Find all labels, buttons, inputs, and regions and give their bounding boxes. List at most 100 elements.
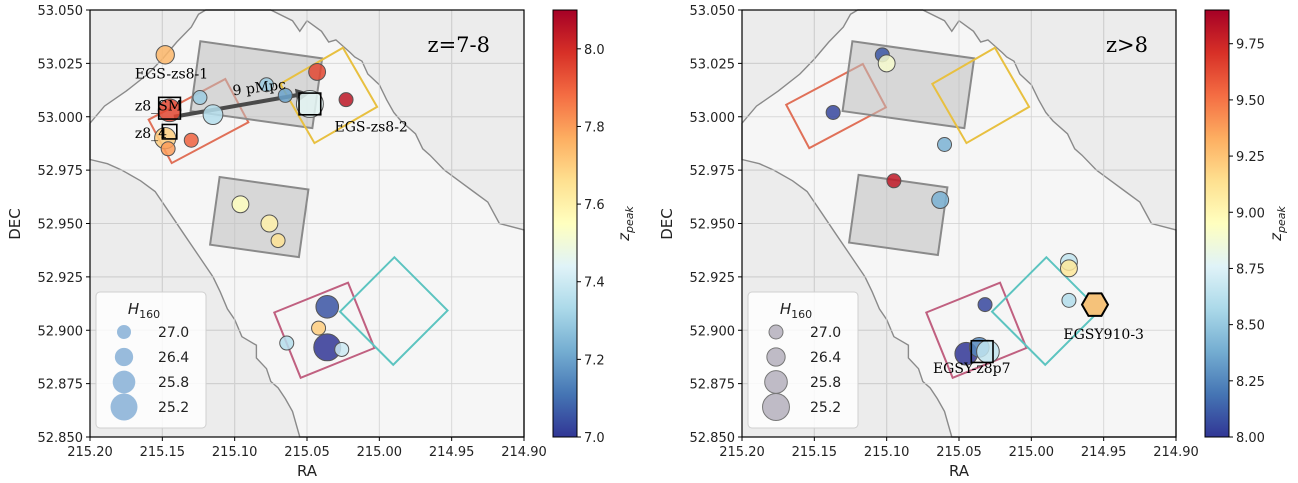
colorbar-tick-label: 7.4 (584, 276, 605, 291)
field-gray-top (841, 40, 976, 130)
colorbar-tick-label: 7.6 (584, 198, 605, 213)
data-point (976, 339, 1000, 364)
data-point (279, 335, 295, 351)
field-cyan (338, 255, 449, 367)
highlight-box (298, 92, 322, 116)
legend-marker (766, 347, 786, 367)
x-tick-label: 215.10 (212, 445, 258, 460)
highlight-box (161, 123, 178, 140)
legend-marker (768, 324, 784, 340)
fields-right (741, 9, 1177, 438)
hexagon-marker (1080, 292, 1110, 317)
y-tick-label: 52.850 (38, 431, 84, 446)
colorbar-label-main: z (615, 232, 633, 242)
data-point (308, 62, 327, 81)
highlight-box (157, 96, 182, 120)
legend-right: H160 27.0 26.4 25.8 25.2 (747, 291, 859, 429)
x-tick-label: 214.90 (501, 445, 547, 460)
legend-entry-label: 26.4 (810, 350, 841, 366)
y-ticks-right: 52.850 52.875 52.900 52.925 52.950 52.975 53.0… (690, 4, 742, 446)
data-point (315, 294, 340, 319)
colorbar-tick-label: 8.00 (1236, 431, 1265, 446)
colorbar-tick-label: 9.75 (1236, 38, 1265, 53)
data-point (155, 45, 175, 65)
colorbar-right: 8.00 8.25 8.50 8.75 9.00 9.25 9.50 9.75 zpeak (1204, 9, 1288, 446)
legend-title-main: H (780, 300, 791, 318)
x-tick-label: 215.00 (357, 445, 403, 460)
data-point (270, 233, 286, 249)
y-tick-label: 52.850 (690, 431, 736, 446)
colorbar-tick-label: 9.00 (1236, 206, 1265, 221)
y-tick-label: 53.000 (690, 111, 736, 126)
legend-title: H160 (780, 300, 812, 321)
data-point (937, 137, 953, 153)
x-tick-label: 215.20 (67, 445, 113, 460)
data-point (277, 87, 293, 103)
colorbar-tick-label: 9.50 (1236, 94, 1265, 109)
labels-left: EGS-zs8-1 z8_SM z8_4 9 pMpc EGS-zs8-2 (135, 66, 408, 142)
highlight-box (970, 339, 994, 364)
x-axis-label-right: RA (949, 462, 970, 480)
y-tick-label: 53.050 (38, 4, 84, 19)
hexagon-egsy910-3 (1080, 292, 1110, 317)
x-tick-label: 214.95 (1081, 445, 1127, 460)
y-tick-label: 53.025 (38, 57, 84, 72)
colorbar-label: zpeak (1267, 206, 1288, 242)
data-point (295, 89, 324, 118)
data-point (338, 92, 354, 108)
y-tick-label: 52.925 (690, 271, 736, 286)
legend-marker (110, 393, 138, 421)
data-point (825, 104, 841, 120)
y-tick-label: 52.900 (38, 324, 84, 339)
colorbar-label-sub: peak (1275, 206, 1288, 234)
y-tick-label: 52.925 (38, 271, 84, 286)
data-point (886, 173, 902, 189)
data-point (258, 77, 274, 93)
legend-left: H160 27.0 26.4 25.8 25.2 (95, 291, 207, 429)
colorbar-tick-label: 8.50 (1236, 319, 1265, 334)
legend-marker (762, 393, 790, 421)
colorbar-tick-label: 7.0 (584, 431, 605, 446)
data-point (183, 132, 199, 148)
y-tick-label: 52.875 (38, 378, 84, 393)
legend-title-sub: 160 (791, 308, 812, 321)
legend-entry-label: 27.0 (810, 325, 841, 341)
legend-title-sub: 160 (139, 308, 160, 321)
y-tick-label: 52.950 (38, 218, 84, 233)
y-tick-label: 53.025 (690, 57, 736, 72)
y-axis-label-left: DEC (6, 208, 24, 240)
legend-title: H160 (128, 300, 160, 321)
x-tick-label: 215.00 (1009, 445, 1055, 460)
data-point (192, 90, 208, 106)
data-point (1061, 292, 1077, 308)
legend-marker (117, 325, 131, 339)
y-tick-label: 52.900 (690, 324, 736, 339)
points-left (154, 45, 354, 362)
x-ticks-right: 215.20 215.15 215.10 215.05 215.00 214.95 214.… (719, 437, 1199, 460)
annotation-label: EGSY910-3 (1063, 327, 1144, 343)
legend-entry-label: 25.2 (158, 400, 189, 416)
legend-marker (112, 370, 136, 394)
colorbar-tick-label: 8.0 (584, 43, 605, 58)
x-tick-label: 215.15 (792, 445, 838, 460)
x-ticks-left: 215.20 215.15 215.10 215.05 215.00 214.95 214.… (67, 437, 547, 460)
data-point (977, 297, 993, 313)
legend-entry-label: 26.4 (158, 350, 189, 366)
y-tick-label: 53.050 (690, 4, 736, 19)
points-right (825, 47, 1078, 366)
colorbar-label-main: z (1267, 232, 1285, 242)
x-tick-label: 215.20 (719, 445, 765, 460)
annotation-label: EGS-zs8-1 (135, 66, 208, 82)
colorbar-tick-label: 7.8 (584, 120, 605, 135)
colorbar-tick-label: 9.25 (1236, 150, 1265, 165)
data-point (931, 191, 950, 209)
y-tick-label: 52.975 (38, 164, 84, 179)
data-point (1060, 259, 1078, 278)
data-point (311, 320, 327, 336)
annotation-label: z8_SM (135, 98, 182, 114)
colorbar-gradient (552, 9, 578, 438)
data-point (334, 341, 350, 357)
legend-title-main: H (128, 300, 139, 318)
